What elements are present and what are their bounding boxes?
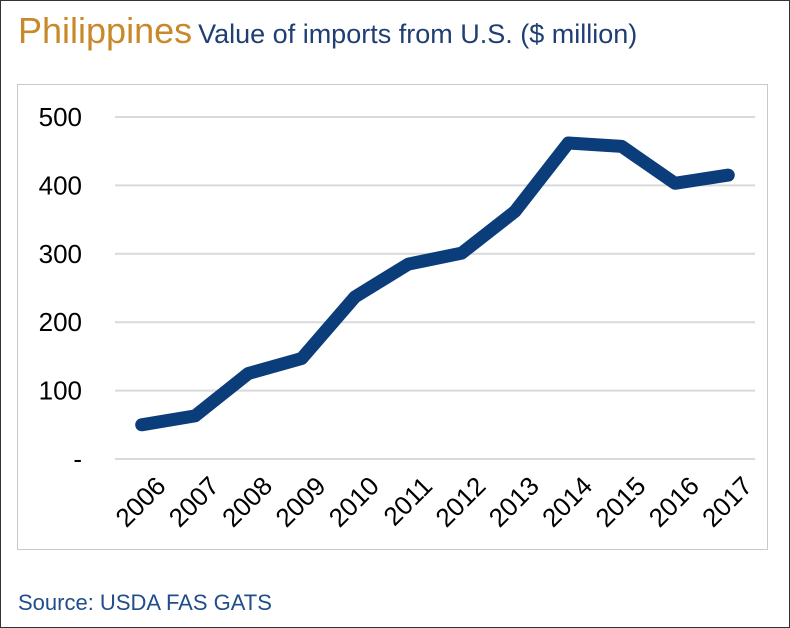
x-tick-label: 2016 (643, 471, 705, 533)
x-tick-label: 2012 (429, 471, 491, 533)
data-point (300, 357, 303, 360)
x-tick-label: 2010 (323, 471, 385, 533)
country-label: Philippines (18, 10, 193, 51)
chart-subtitle: Value of imports from U.S. ($ million) (198, 19, 638, 49)
data-point (620, 145, 623, 148)
y-tick-label: 400 (39, 170, 82, 200)
data-point (140, 423, 143, 426)
x-tick-label: 2008 (216, 471, 278, 533)
y-tick-label: 500 (39, 102, 82, 132)
chart-title: Philippines Value of imports from U.S. ($… (18, 10, 637, 52)
x-tick-label: 2015 (589, 471, 651, 533)
data-point (514, 210, 516, 213)
x-tick-label: 2011 (377, 471, 438, 532)
y-tick-label: - (73, 444, 82, 474)
x-tick-label: 2013 (483, 471, 545, 533)
y-tick-label: 300 (39, 239, 82, 269)
data-point (674, 182, 676, 185)
data-point (727, 174, 730, 177)
x-tick-label: 2017 (696, 471, 758, 533)
x-tick-label: 2006 (109, 471, 171, 533)
data-point (247, 372, 250, 375)
data-point (407, 263, 410, 266)
y-tick-label: 100 (39, 376, 82, 406)
data-point (354, 295, 356, 298)
source-note: Source: USDA FAS GATS (18, 590, 272, 615)
x-tick-label: 2007 (163, 471, 225, 533)
y-tick-label: 200 (39, 307, 82, 337)
x-tick-label: 2009 (269, 471, 331, 533)
data-point (567, 141, 570, 144)
data-point (194, 414, 196, 417)
x-tick-label: 2014 (536, 471, 598, 533)
series-line (135, 136, 735, 432)
data-point (460, 252, 463, 255)
